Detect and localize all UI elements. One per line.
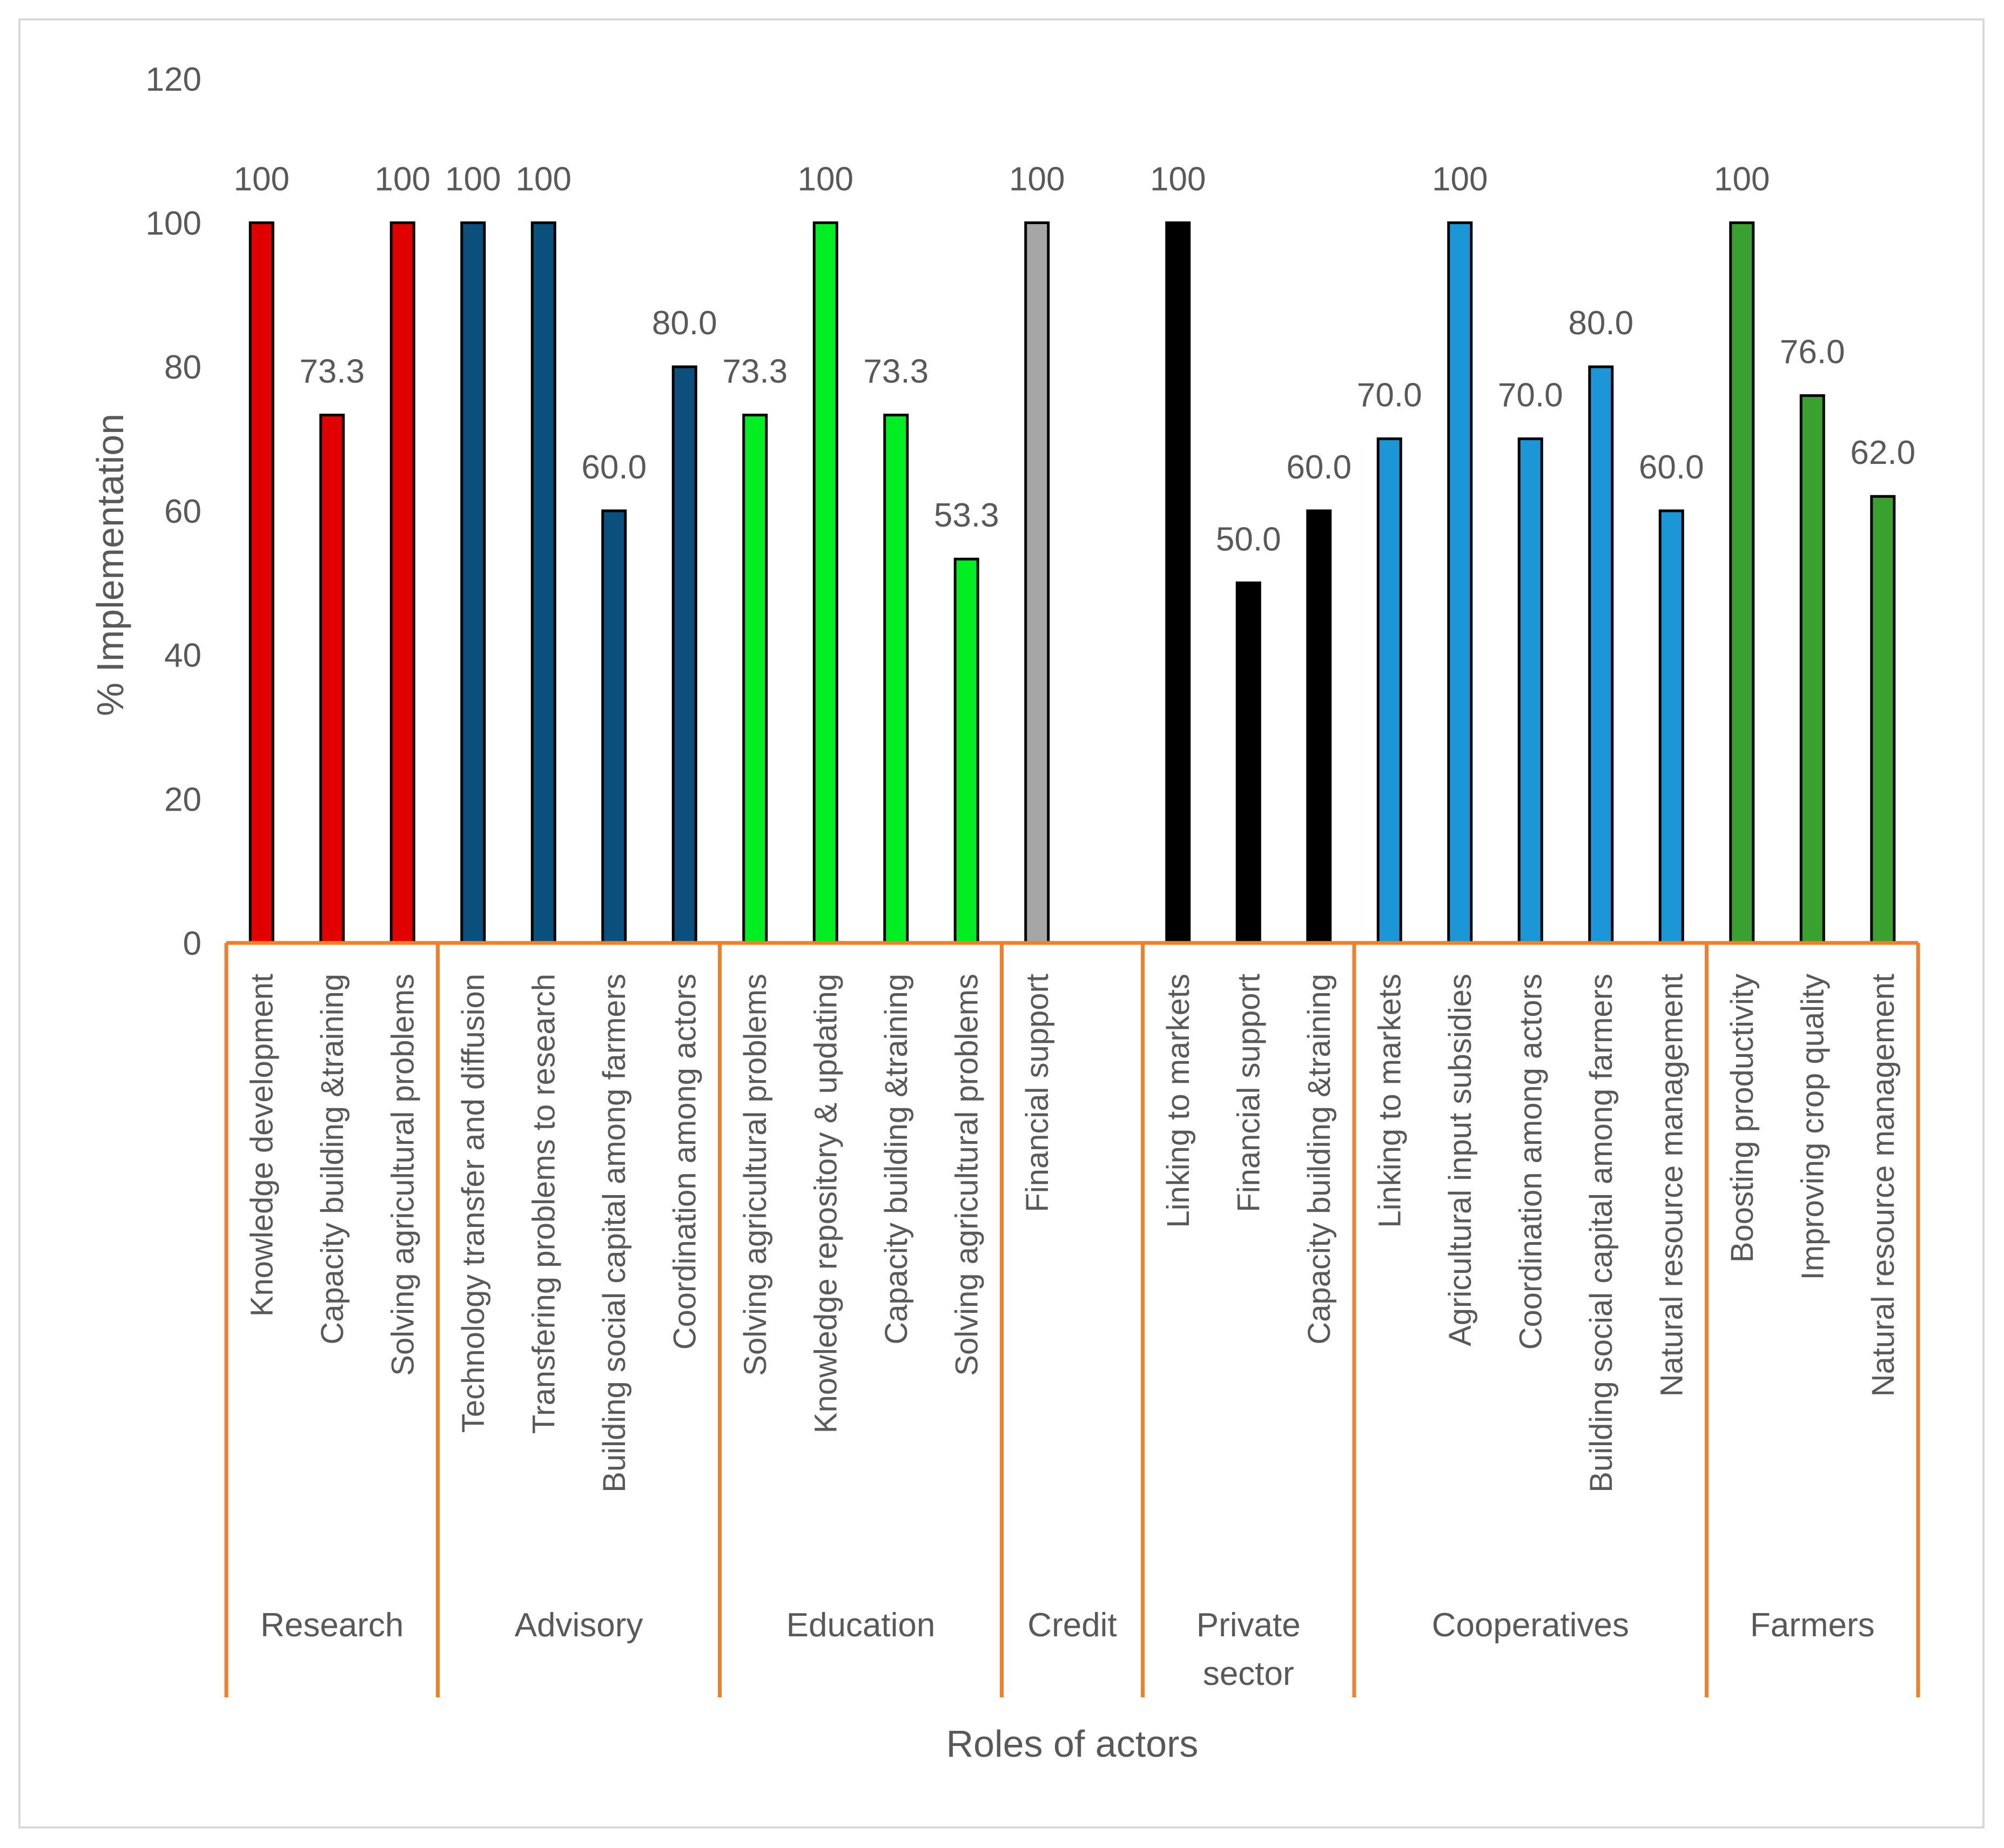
data-label: 100 bbox=[1009, 161, 1065, 198]
data-label: 60.0 bbox=[581, 449, 647, 486]
bar bbox=[1447, 221, 1473, 945]
category-label: Natural resource management bbox=[1866, 974, 1901, 1397]
group-label: Research bbox=[260, 1607, 404, 1644]
category-label: Financial support bbox=[1231, 974, 1266, 1212]
category-label: Agricultural input subsidies bbox=[1443, 974, 1478, 1346]
bar bbox=[460, 221, 486, 945]
bar bbox=[671, 365, 697, 945]
bar bbox=[742, 414, 768, 945]
group-labels-layer: Research Advisory Education Credit Private se… bbox=[260, 1607, 1875, 1692]
category-label: Financial support bbox=[1020, 974, 1055, 1212]
data-label: 100 bbox=[1714, 161, 1770, 198]
bar bbox=[248, 221, 274, 945]
category-label: Coordination among actors bbox=[667, 974, 702, 1350]
group-label: Farmers bbox=[1750, 1607, 1875, 1644]
bar bbox=[1658, 509, 1684, 945]
data-label: 76.0 bbox=[1780, 334, 1845, 371]
data-label: 80.0 bbox=[1568, 305, 1633, 342]
y-tick-label: 100 bbox=[146, 205, 201, 242]
data-label: 53.3 bbox=[934, 497, 999, 534]
bar bbox=[530, 221, 556, 945]
category-label: Building social capital among farmers bbox=[597, 974, 632, 1493]
x-axis-lines bbox=[224, 941, 1920, 1697]
bar bbox=[1165, 221, 1191, 945]
group-label: Education bbox=[786, 1607, 936, 1644]
bar bbox=[1799, 394, 1825, 945]
y-axis-title: % Implementation bbox=[89, 414, 131, 716]
group-label: sector bbox=[1203, 1655, 1294, 1692]
data-label: 80.0 bbox=[652, 305, 717, 342]
data-label: 60.0 bbox=[1286, 449, 1351, 486]
data-label: 73.3 bbox=[299, 353, 365, 390]
category-label: Building social capital among farmers bbox=[1584, 974, 1619, 1493]
bar bbox=[812, 221, 838, 945]
category-label: Capacity building &training bbox=[1302, 974, 1337, 1345]
data-label: 60.0 bbox=[1639, 449, 1704, 486]
bar bbox=[389, 221, 415, 945]
y-tick-label: 60 bbox=[164, 493, 201, 530]
group-label: Private bbox=[1196, 1607, 1301, 1644]
category-label: Technology transfer and diffusion bbox=[456, 974, 491, 1433]
bar bbox=[1588, 365, 1614, 945]
category-label: Improving crop quality bbox=[1795, 974, 1830, 1280]
category-label: Solving agricultural problems bbox=[385, 974, 420, 1376]
bar bbox=[953, 557, 979, 945]
y-tick-label: 0 bbox=[183, 925, 201, 962]
data-label: 70.0 bbox=[1357, 377, 1422, 414]
bar bbox=[1870, 495, 1896, 945]
data-label: 100 bbox=[516, 161, 571, 198]
x-axis-title: Roles of actors bbox=[946, 1723, 1199, 1765]
data-label: 100 bbox=[445, 161, 501, 198]
bar bbox=[319, 414, 345, 945]
bar bbox=[1729, 221, 1755, 945]
category-label: Solving agricultural problems bbox=[738, 974, 773, 1376]
data-label: 100 bbox=[798, 161, 853, 198]
y-tick-label: 40 bbox=[164, 637, 201, 675]
bar bbox=[601, 509, 627, 945]
group-label: Advisory bbox=[515, 1607, 643, 1644]
data-label: 62.0 bbox=[1850, 434, 1915, 471]
y-tick-label: 20 bbox=[164, 781, 201, 818]
bars-layer bbox=[248, 221, 1896, 945]
bar bbox=[1024, 221, 1050, 945]
category-label: Capacity building &training bbox=[315, 974, 350, 1345]
group-label: Cooperatives bbox=[1432, 1607, 1629, 1644]
y-tick-label: 120 bbox=[146, 61, 201, 98]
data-label: 70.0 bbox=[1498, 377, 1563, 414]
category-label: Knowledge development bbox=[244, 974, 279, 1317]
y-axis-ticks: 0 20 40 60 80 100 120 bbox=[146, 61, 201, 962]
data-label: 100 bbox=[375, 161, 431, 198]
category-label: Natural resource management bbox=[1654, 974, 1689, 1397]
data-label: 73.3 bbox=[863, 353, 929, 390]
data-label: 100 bbox=[1432, 161, 1488, 198]
bar bbox=[1306, 509, 1332, 945]
category-label: Coordination among actors bbox=[1513, 974, 1548, 1350]
data-label: 100 bbox=[1150, 161, 1206, 198]
category-label: Knowledge repository & updating bbox=[808, 974, 843, 1433]
y-tick-label: 80 bbox=[164, 349, 201, 386]
chart-frame: 0 20 40 60 80 100 120 100 73.3 100 100 100 60.0 80.0… bbox=[18, 18, 1985, 1829]
bar bbox=[1517, 437, 1543, 945]
category-label: Solving agricultural problems bbox=[949, 974, 984, 1376]
bar bbox=[1235, 581, 1261, 945]
group-label: Credit bbox=[1027, 1607, 1117, 1644]
category-labels-layer: Knowledge development Capacity building &… bbox=[244, 974, 1901, 1493]
data-label: 73.3 bbox=[722, 353, 788, 390]
data-label: 100 bbox=[234, 161, 290, 198]
bar bbox=[883, 414, 909, 945]
data-label: 50.0 bbox=[1216, 521, 1281, 558]
bar bbox=[1376, 437, 1402, 945]
category-label: Capacity building &training bbox=[879, 974, 914, 1345]
bar-chart: 0 20 40 60 80 100 120 100 73.3 100 100 100 60.0 80.0… bbox=[89, 61, 1920, 1765]
category-label: Linking to markets bbox=[1372, 974, 1407, 1228]
category-label: Linking to markets bbox=[1161, 974, 1196, 1228]
category-label: Transfering problems to research bbox=[526, 974, 561, 1434]
category-label: Boosting productivity bbox=[1725, 974, 1760, 1263]
